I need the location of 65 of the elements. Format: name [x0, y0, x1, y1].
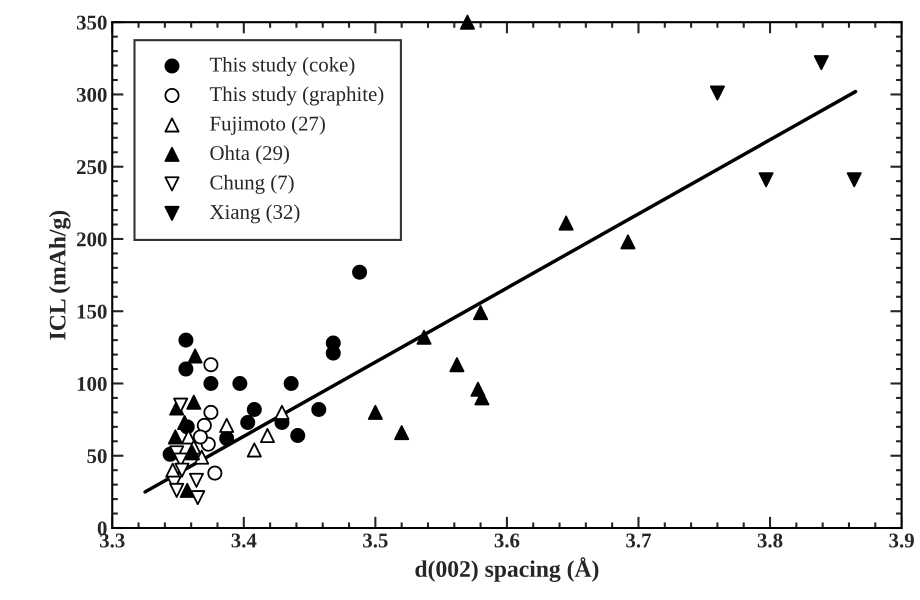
point — [192, 429, 208, 444]
point — [449, 357, 464, 372]
y-tick-label: 50 — [87, 449, 107, 464]
legend-label: This study (coke) — [210, 56, 354, 76]
point — [290, 428, 306, 444]
point — [180, 482, 195, 498]
x-tick-label: 3.6 — [494, 534, 520, 548]
x-tick-label: 3.9 — [889, 534, 914, 548]
point — [203, 357, 218, 372]
y-tick-label: 0 — [98, 521, 107, 536]
point — [186, 394, 202, 410]
point — [169, 482, 184, 498]
point — [394, 425, 410, 440]
point — [188, 348, 203, 364]
legend-label: Ohta (29) — [210, 145, 289, 164]
y-tick-label: 200 — [77, 232, 107, 246]
y-tick-label: 300 — [76, 88, 107, 102]
point — [203, 404, 218, 420]
point — [274, 404, 290, 420]
x-tick-label: 3.5 — [363, 534, 388, 548]
point — [416, 330, 432, 345]
y-tick-label: 100 — [78, 376, 107, 391]
point — [185, 445, 200, 460]
x-axis-title: d(002) spacing (Å) — [415, 557, 598, 582]
point — [190, 490, 206, 506]
point — [814, 55, 829, 70]
point — [311, 402, 326, 417]
point — [246, 402, 262, 417]
point — [173, 398, 188, 413]
point — [460, 14, 475, 30]
legend-label: Fujimoto (27) — [210, 116, 325, 135]
point — [178, 332, 194, 348]
y-tick-label: 350 — [76, 16, 107, 30]
x-tick-label: 3.4 — [232, 534, 256, 548]
point — [246, 442, 262, 458]
point — [846, 172, 862, 188]
point — [174, 462, 190, 478]
point — [710, 86, 725, 101]
point — [758, 172, 774, 188]
legend-label: Chung (7) — [210, 174, 294, 194]
point — [219, 430, 234, 446]
point — [207, 466, 222, 481]
point — [473, 305, 488, 320]
point — [352, 264, 368, 280]
x-tick-label: 3.3 — [100, 534, 125, 548]
point — [368, 404, 383, 420]
point — [260, 428, 275, 444]
point — [196, 418, 212, 433]
y-tick-label: 250 — [77, 160, 107, 174]
legend-label: Xiang (32) — [210, 204, 300, 224]
x-tick-label: 3.7 — [626, 534, 651, 548]
x-tick-label: 3.8 — [758, 533, 782, 548]
legend-label: This study (graphite) — [210, 86, 384, 106]
point — [219, 418, 234, 433]
point — [203, 376, 218, 391]
point — [620, 234, 636, 250]
point — [232, 376, 248, 391]
y-axis-title: ICL (mAh/g) — [48, 210, 71, 340]
y-tick-label: 150 — [78, 304, 107, 319]
point — [284, 376, 299, 391]
point — [178, 362, 194, 377]
point — [168, 429, 183, 444]
point — [240, 415, 256, 430]
point — [558, 216, 574, 231]
point — [188, 472, 204, 488]
